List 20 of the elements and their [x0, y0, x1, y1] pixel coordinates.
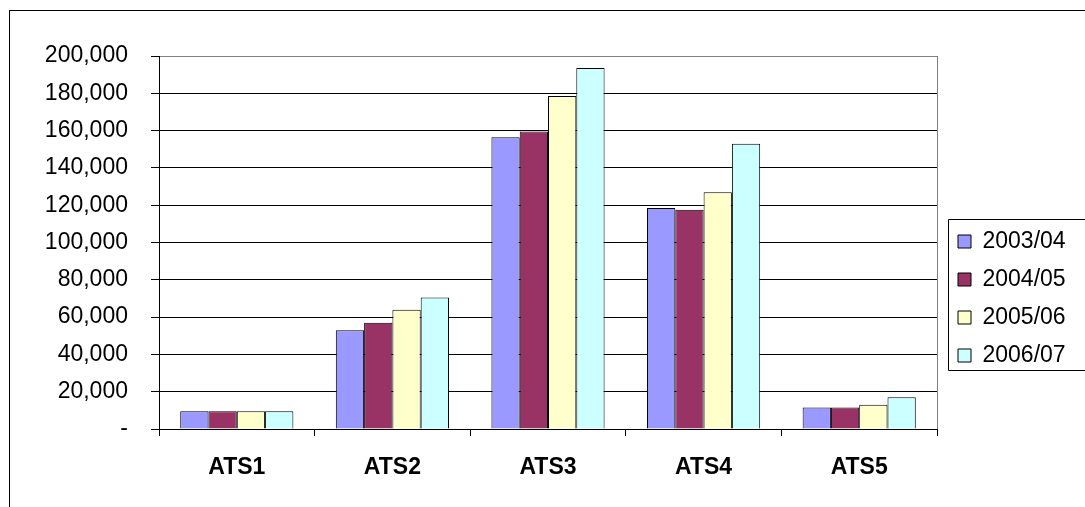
legend-label: 2006/07 — [982, 340, 1066, 367]
y-tick-label: 200,000 — [44, 41, 128, 68]
y-tick-label: - — [120, 414, 128, 441]
y-tick-label: 20,000 — [57, 377, 128, 404]
x-tick-label: ATS4 — [675, 453, 733, 480]
legend-label: 2004/05 — [982, 264, 1066, 291]
x-tick-label: ATS3 — [519, 453, 577, 480]
y-tick-label: 40,000 — [57, 339, 128, 366]
legend-label: 2003/04 — [982, 226, 1066, 253]
x-tick-label: ATS5 — [830, 453, 888, 480]
legend-label: 2005/06 — [982, 302, 1066, 329]
y-tick-label: 100,000 — [44, 227, 128, 254]
y-tick-label: 120,000 — [44, 190, 128, 217]
x-tick-label: ATS2 — [363, 453, 421, 480]
y-tick-label: 140,000 — [44, 153, 128, 180]
y-tick-label: 60,000 — [57, 302, 128, 329]
y-tick-label: 180,000 — [44, 78, 128, 105]
y-tick-label: 160,000 — [44, 115, 128, 142]
x-tick-label: ATS1 — [208, 453, 266, 480]
y-tick-label: 80,000 — [57, 265, 128, 292]
